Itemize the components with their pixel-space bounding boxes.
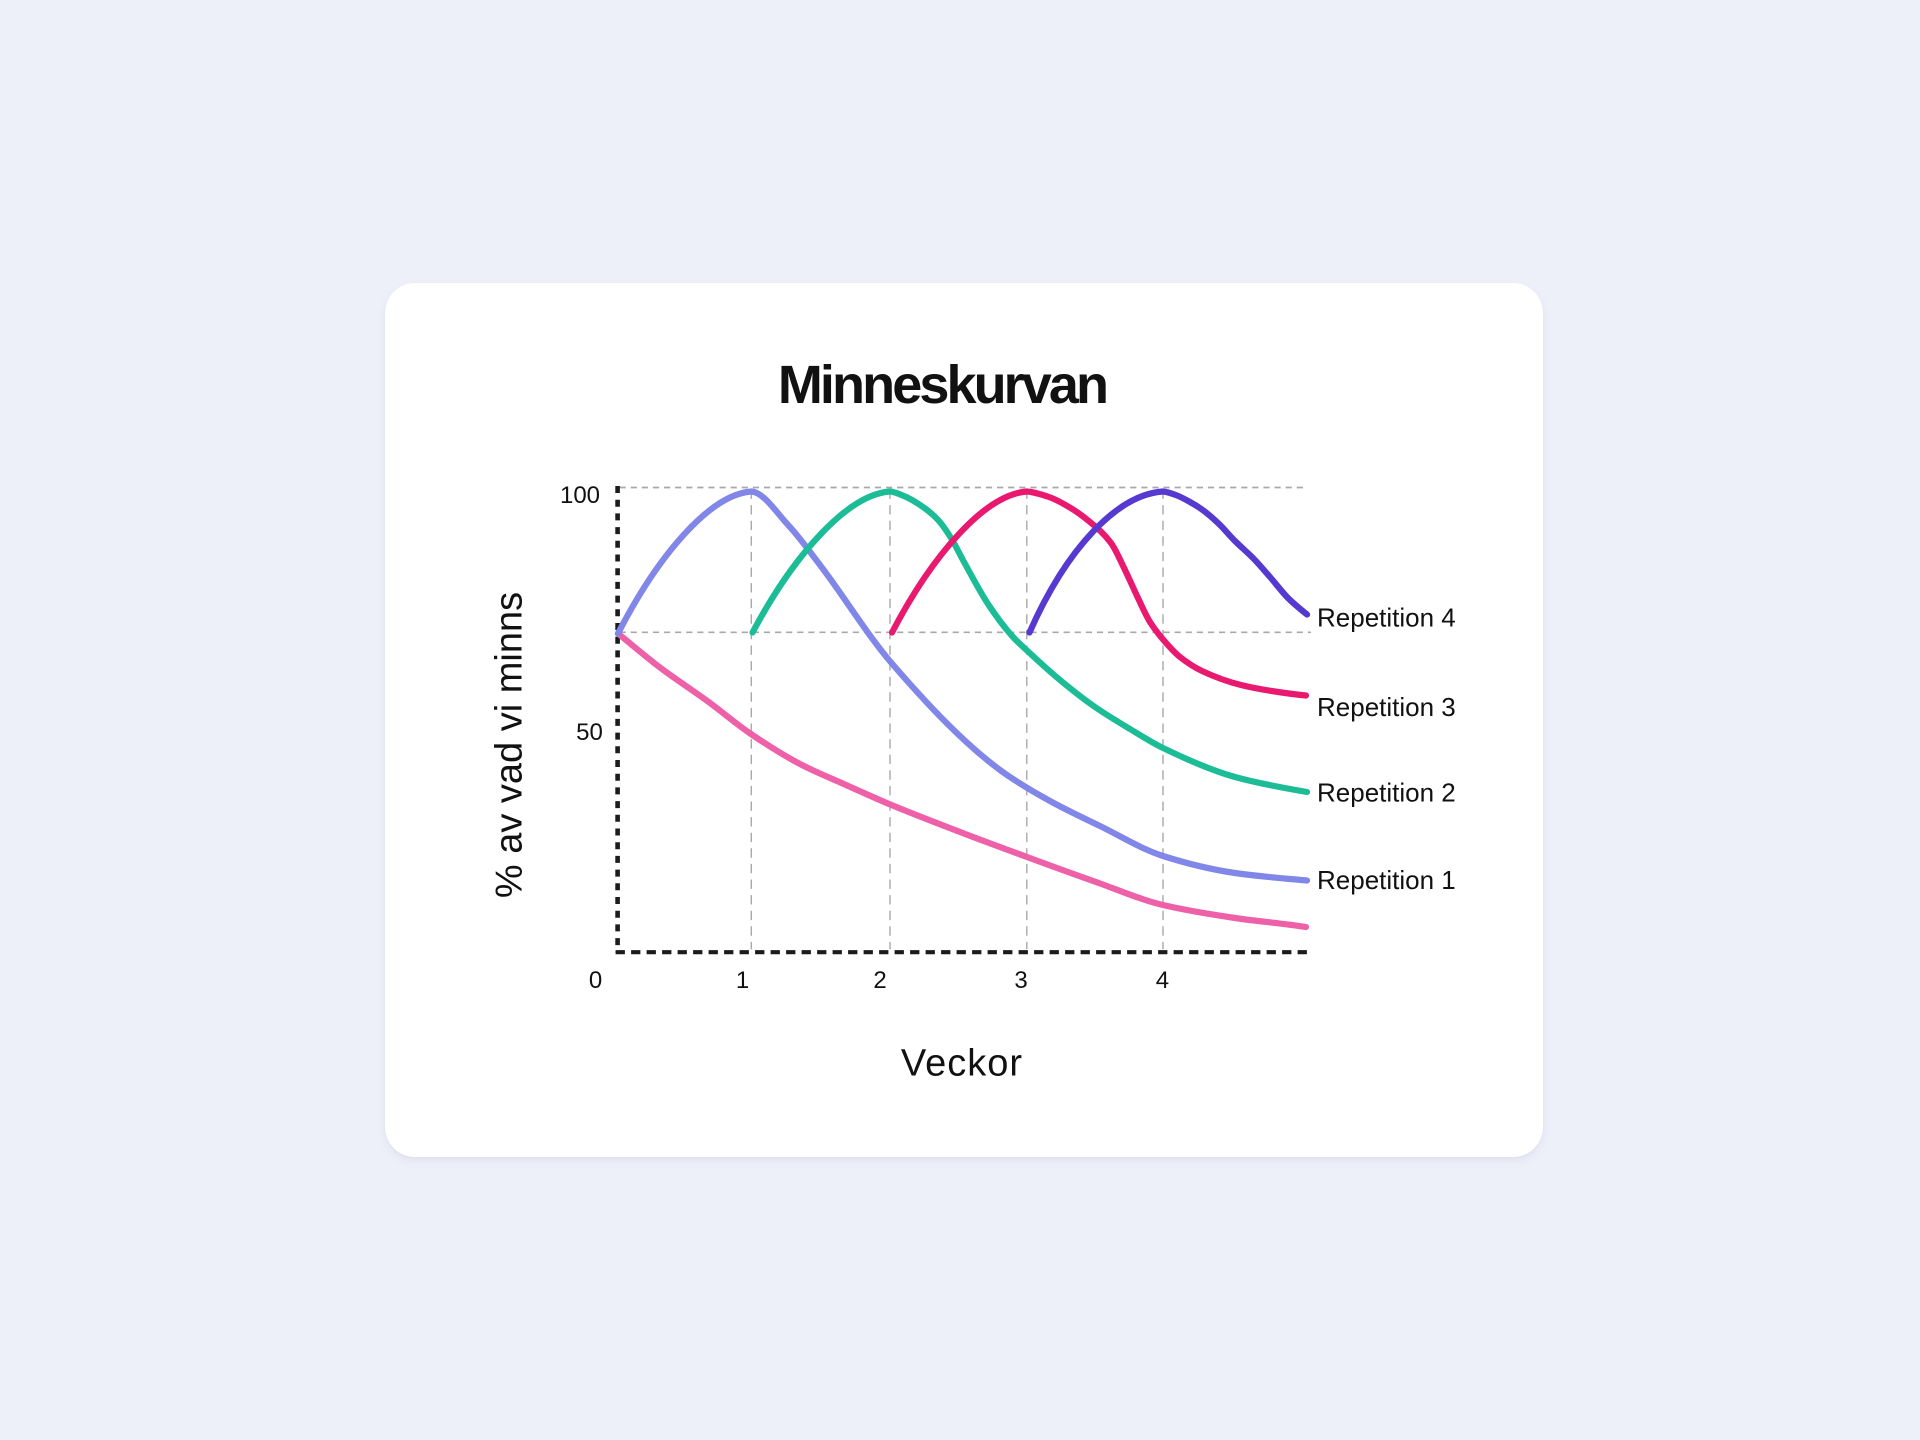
svg-text:2: 2 [873, 967, 886, 994]
svg-text:Repetition 1: Repetition 1 [1317, 865, 1456, 895]
svg-text:Repetition 3: Repetition 3 [1317, 692, 1456, 722]
svg-text:Veckor: Veckor [901, 1043, 1023, 1085]
svg-text:1: 1 [736, 967, 749, 994]
svg-text:4: 4 [1156, 967, 1169, 994]
svg-text:100: 100 [560, 482, 600, 509]
svg-text:50: 50 [576, 719, 603, 746]
svg-text:% av vad vi minns: % av vad vi minns [489, 592, 531, 898]
svg-text:Repetition 2: Repetition 2 [1317, 778, 1456, 808]
svg-text:Minneskurvan: Minneskurvan [778, 355, 1106, 415]
svg-text:Repetition 4: Repetition 4 [1317, 603, 1456, 633]
svg-text:0: 0 [589, 967, 602, 994]
svg-text:3: 3 [1014, 967, 1027, 994]
